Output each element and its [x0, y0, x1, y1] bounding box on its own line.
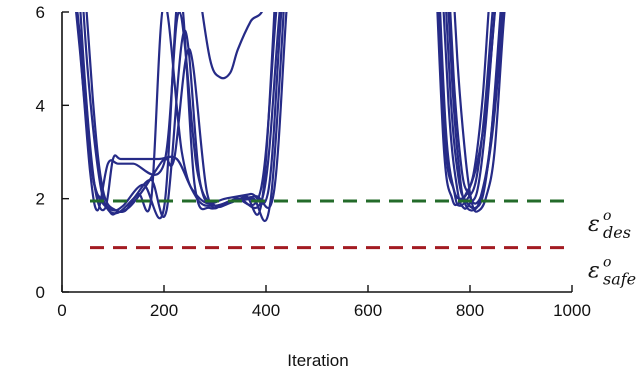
x-axis-title: Iteration [287, 351, 348, 370]
trajectory-line-7 [76, 12, 285, 222]
x-tick-label: 400 [252, 301, 280, 320]
eps_safe-label: ε [588, 259, 600, 284]
y-tick-label: 0 [36, 283, 45, 302]
axes: 0 200 400 600 800 1000 0 2 4 6 [36, 3, 591, 320]
x-tick-label: 200 [150, 301, 178, 320]
y-tick-label: 2 [36, 190, 45, 209]
eps_safe-label-sub: safe [603, 270, 636, 289]
trajectory-line-5 [85, 12, 276, 216]
trajectory-line-10 [439, 12, 494, 207]
x-tick-label: 0 [57, 301, 66, 320]
eps_des-label-sup: o [603, 208, 611, 224]
eps_des-label: ε [588, 212, 600, 237]
y-tick-label: 4 [36, 96, 45, 115]
eps_des-label-sub: des [603, 223, 631, 242]
trajectory-line-6 [201, 12, 263, 80]
x-tick-label: 1000 [553, 301, 591, 320]
trajectory-line-14 [437, 12, 496, 200]
x-tick-label: 800 [456, 301, 484, 320]
y-tick-label: 6 [36, 3, 45, 22]
trajectory-line-12 [453, 12, 506, 213]
series-layer [75, 12, 506, 222]
x-tick-label: 600 [354, 301, 382, 320]
trajectory-line-13 [445, 12, 503, 210]
eps_safe-label-sup: o [603, 255, 611, 271]
trajectory-line-15 [449, 12, 505, 205]
trajectory-line-3 [75, 12, 278, 212]
